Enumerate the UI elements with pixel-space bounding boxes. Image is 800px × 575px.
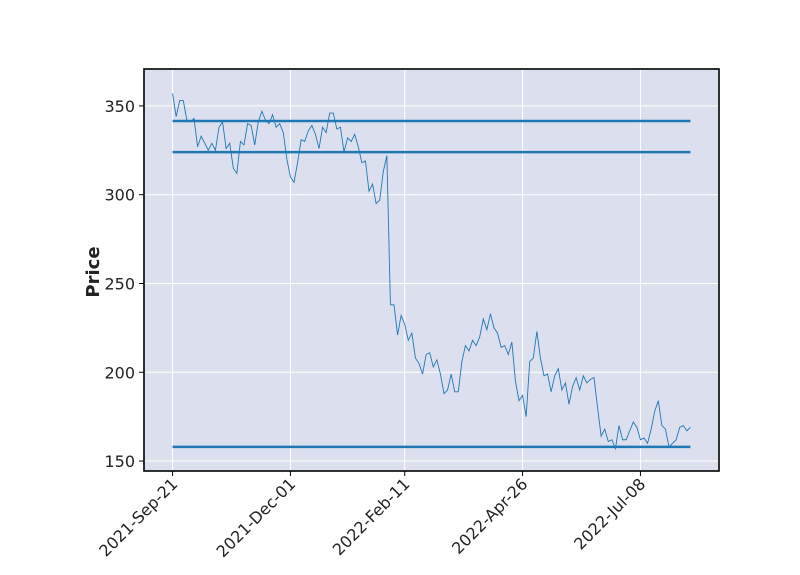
y-tick-label: 200 bbox=[104, 363, 135, 382]
x-tick-label: 2022-Feb-11 bbox=[329, 474, 414, 559]
plot-frame bbox=[143, 68, 720, 472]
x-tick-label: 2021-Sep-21 bbox=[95, 474, 181, 560]
y-axis-label: Price bbox=[83, 246, 104, 297]
x-tick-label: 2022-Jul-08 bbox=[570, 474, 649, 553]
plot-background bbox=[144, 69, 719, 471]
y-tick-label: 300 bbox=[104, 186, 135, 205]
y-tick-label: 350 bbox=[104, 97, 135, 116]
x-tick-label: 2022-Apr-26 bbox=[448, 474, 531, 557]
y-tick-label: 150 bbox=[104, 452, 135, 471]
price-line bbox=[172, 93, 691, 451]
x-tick-label: 2021-Dec-01 bbox=[213, 474, 300, 561]
y-tick-label: 250 bbox=[104, 274, 135, 293]
